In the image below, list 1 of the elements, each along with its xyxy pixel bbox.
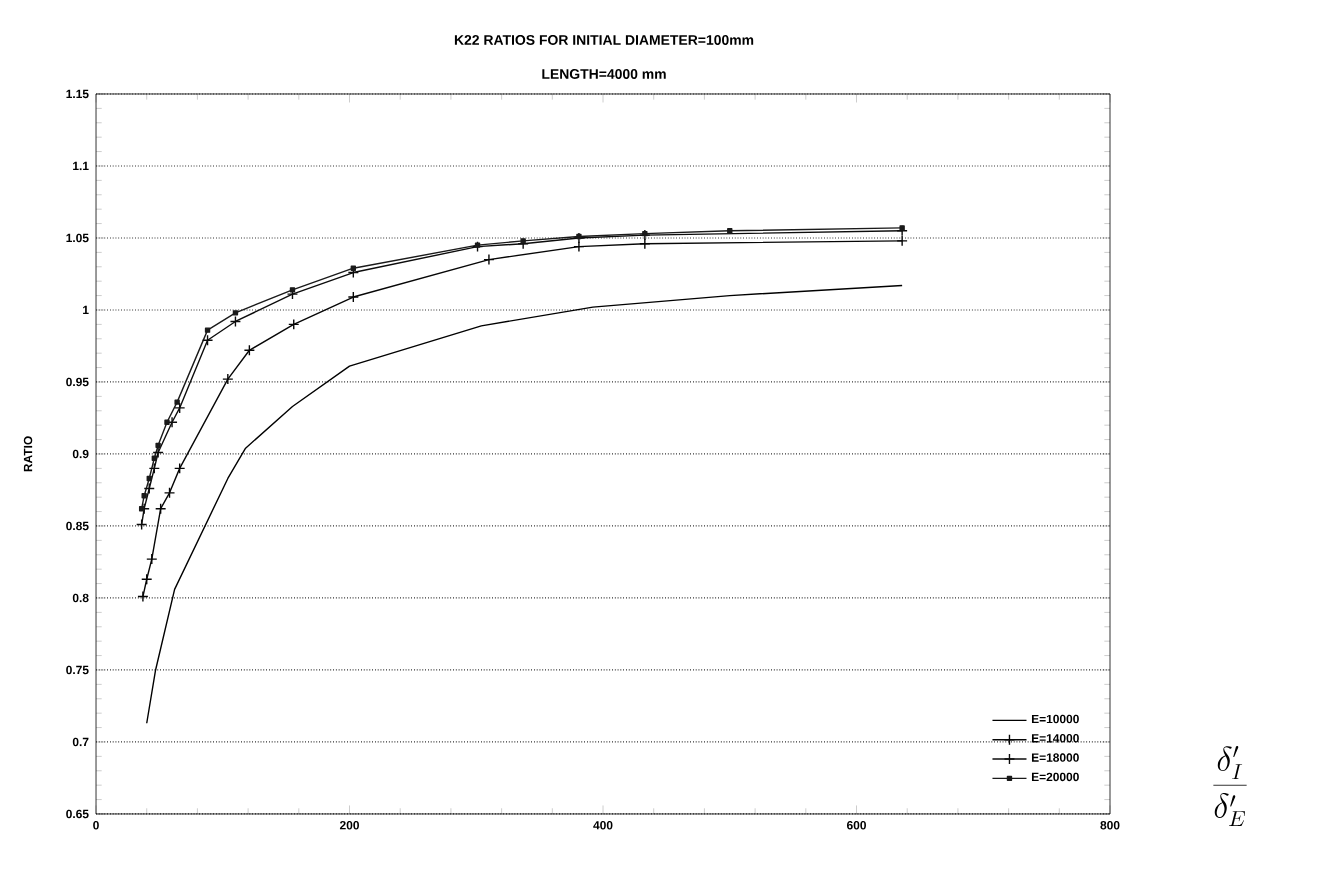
text: $\frac{\delta'_{I}}{\delta'_{E}}$ [1213, 745, 1247, 826]
